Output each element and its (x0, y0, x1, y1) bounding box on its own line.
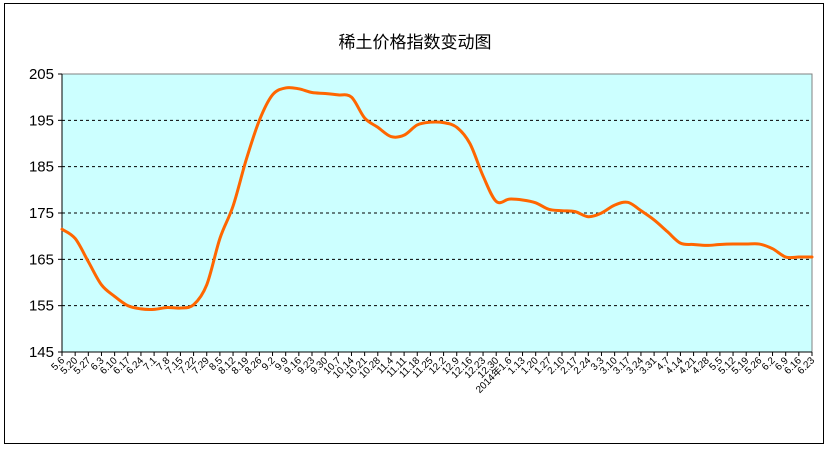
y-tick-label: 175 (29, 205, 54, 222)
data-point (653, 219, 655, 221)
data-point (613, 204, 616, 206)
data-point (442, 121, 445, 124)
data-point (153, 308, 155, 311)
data-point (416, 124, 419, 126)
gridlines (58, 73, 812, 353)
data-point (534, 202, 537, 204)
y-tick-label: 145 (29, 344, 54, 361)
y-tick-label: 185 (29, 159, 54, 176)
y-tick-label: 155 (29, 298, 54, 315)
data-point (600, 212, 603, 214)
data-point (258, 119, 261, 122)
data-point (495, 200, 498, 203)
data-point (390, 135, 392, 138)
series-layer (60, 86, 814, 311)
data-point (455, 126, 458, 129)
data-point (87, 260, 90, 263)
data-point (140, 308, 142, 310)
y-axis-tick-labels: 145 155 165 175 185 195 205 (29, 66, 54, 361)
data-point (469, 142, 471, 145)
data-point (232, 205, 234, 207)
y-tick-label: 195 (29, 112, 54, 129)
chart-title: 稀土价格指数变动图 (338, 33, 492, 53)
data-point (271, 94, 274, 96)
data-point (311, 91, 313, 94)
data-point (745, 243, 748, 245)
data-point (482, 175, 484, 177)
data-point (811, 256, 813, 258)
data-point (363, 117, 366, 119)
data-point (337, 94, 340, 96)
data-point (403, 134, 405, 136)
data-point (74, 237, 76, 240)
data-point (692, 243, 695, 246)
y-tick-label: 165 (29, 251, 54, 268)
data-point (100, 284, 103, 286)
series-line (60, 86, 814, 311)
x-axis: 5.65.205.276.36.106.176.247.17.87.157.22… (50, 74, 817, 396)
data-point (508, 198, 511, 200)
data-point (245, 158, 248, 161)
data-point (350, 96, 353, 98)
data-point (732, 243, 734, 245)
y-tick-label: 205 (29, 66, 54, 83)
data-point (126, 304, 129, 307)
data-point (429, 121, 432, 123)
data-point (784, 256, 787, 258)
data-point (61, 228, 63, 231)
data-point (587, 215, 590, 218)
data-point (521, 199, 524, 201)
data-point (640, 209, 642, 212)
data-point (179, 307, 182, 309)
data-point (679, 242, 682, 244)
data-point (376, 126, 379, 129)
data-point (324, 92, 326, 95)
data-point (771, 247, 774, 250)
data-point (298, 88, 300, 90)
data-point (192, 303, 195, 306)
data-point (758, 243, 761, 245)
data-point (574, 210, 576, 213)
data-point (705, 244, 708, 247)
data-point (626, 201, 629, 204)
data-point (798, 256, 800, 258)
data-point (205, 284, 208, 286)
data-point (666, 230, 669, 233)
data-point (284, 87, 287, 89)
data-point (113, 295, 116, 298)
data-point (719, 243, 721, 246)
data-point (548, 208, 550, 211)
data-point (219, 237, 221, 240)
data-point (166, 306, 169, 309)
data-point (561, 209, 563, 212)
